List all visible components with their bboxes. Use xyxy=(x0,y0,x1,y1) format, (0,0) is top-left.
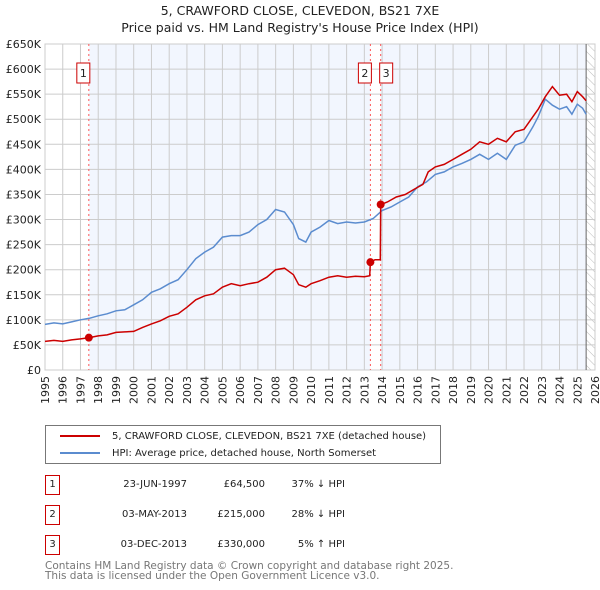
sale-price: £330,000 xyxy=(217,539,265,550)
y-tick-label: £450K xyxy=(6,138,42,151)
x-tick-label: 2002 xyxy=(163,376,176,404)
x-tick-label: 2020 xyxy=(483,376,496,404)
x-tick-label: 2001 xyxy=(145,376,158,404)
sale-date: 03-MAY-2013 xyxy=(121,509,187,520)
y-tick-label: £300K xyxy=(6,214,42,227)
x-tick-label: 2006 xyxy=(234,376,247,404)
legend-item-hpi: HPI: Average price, detached house, Nort… xyxy=(60,445,376,462)
sale-marker-label: 3 xyxy=(383,67,390,80)
x-tick-label: 2016 xyxy=(412,376,425,404)
y-tick-label: £200K xyxy=(6,264,42,277)
x-tick-label: 2008 xyxy=(270,376,283,404)
sale-marker-label: 2 xyxy=(361,67,368,80)
footer-copyright: Contains HM Land Registry data © Crown c… xyxy=(45,560,454,572)
x-tick-label: 2025 xyxy=(571,376,584,404)
shaded-region xyxy=(380,44,587,370)
legend-swatch-red xyxy=(60,435,100,437)
y-tick-label: £400K xyxy=(6,163,42,176)
sale-marker-box xyxy=(379,62,394,84)
sale-row-1: 1 23-JUN-1997 £64,500 37% ↓ HPI xyxy=(45,475,465,495)
sale-hpi-diff: 5% ↑ HPI xyxy=(297,539,345,550)
legend-label: HPI: Average price, detached house, Nort… xyxy=(112,448,377,459)
footer-licence: This data is licensed under the Open Gov… xyxy=(45,570,380,582)
forecast-hatch xyxy=(586,44,595,370)
x-tick-label: 2007 xyxy=(252,376,265,404)
x-tick-label: 2017 xyxy=(429,376,442,404)
sale-marker-box xyxy=(76,62,91,84)
x-tick-label: 1997 xyxy=(74,376,87,404)
x-tick-label: 2022 xyxy=(518,376,531,404)
x-tick-label: 2019 xyxy=(465,376,478,404)
x-tick-label: 2018 xyxy=(447,376,460,404)
legend-label: 5, CRAWFORD CLOSE, CLEVEDON, BS21 7XE (d… xyxy=(112,431,427,442)
sale-date: 23-JUN-1997 xyxy=(123,479,187,490)
x-tick-label: 2026 xyxy=(589,376,600,404)
chart-title: 5, CRAWFORD CLOSE, CLEVEDON, BS21 7XE xyxy=(160,3,440,18)
sale-marker-box xyxy=(357,62,372,84)
legend: 5, CRAWFORD CLOSE, CLEVEDON, BS21 7XE (d… xyxy=(45,425,441,464)
legend-swatch-blue xyxy=(60,452,100,454)
x-tick-label: 1995 xyxy=(39,376,52,404)
sale-date: 03-DEC-2013 xyxy=(120,539,187,550)
sale-row-2: 2 03-MAY-2013 £215,000 28% ↓ HPI xyxy=(45,505,465,525)
plot-border xyxy=(44,43,596,371)
x-tick-label: 2003 xyxy=(181,376,194,404)
shaded-region xyxy=(88,44,371,370)
x-tick-label: 2014 xyxy=(376,376,389,404)
footer: Contains HM Land Registry data © Crown c… xyxy=(45,560,454,582)
y-tick-label: £600K xyxy=(6,63,42,76)
y-tick-label: £500K xyxy=(6,113,42,126)
x-tick-label: 2021 xyxy=(500,376,513,404)
sale-price: £215,000 xyxy=(217,509,265,520)
sale-row-3: 3 03-DEC-2013 £330,000 5% ↑ HPI xyxy=(45,535,465,555)
y-tick-label: £100K xyxy=(6,314,42,327)
y-tick-label: £550K xyxy=(6,88,42,101)
x-tick-label: 2011 xyxy=(323,376,336,404)
x-tick-label: 1999 xyxy=(110,376,123,404)
y-tick-label: £250K xyxy=(6,239,42,252)
y-tick-label: £150K xyxy=(6,289,42,302)
sale-point xyxy=(366,258,375,267)
sale-marker-label: 1 xyxy=(80,67,87,80)
x-tick-label: 2009 xyxy=(287,376,300,404)
x-tick-label: 2023 xyxy=(536,376,549,404)
x-tick-label: 2005 xyxy=(216,376,229,404)
x-tick-label: 2012 xyxy=(341,376,354,404)
x-tick-label: 2024 xyxy=(554,376,567,404)
sale-marker-label: 2 xyxy=(45,505,60,525)
property-price-line xyxy=(44,85,587,343)
sale-hpi-diff: 37% ↓ HPI xyxy=(291,479,345,490)
x-tick-label: 2015 xyxy=(394,376,407,404)
chart-subtitle: Price paid vs. HM Land Registry's House … xyxy=(121,20,479,35)
hpi-line xyxy=(44,97,587,326)
y-tick-label: £50K xyxy=(13,339,42,352)
plot-area: 1995 1996 1997 1998 1999 2000 2001 2002 2003 2004… xyxy=(6,38,600,404)
sale-price: £64,500 xyxy=(223,479,265,490)
sale-marker-label: 1 xyxy=(45,475,60,495)
y-tick-label: £0 xyxy=(27,364,41,377)
sale-point xyxy=(84,333,93,342)
x-tick-label: 1996 xyxy=(57,376,70,404)
x-tick-label: 2013 xyxy=(358,376,371,404)
x-tick-label: 2010 xyxy=(305,376,318,404)
sale-marker-label: 3 xyxy=(45,535,60,555)
x-tick-label: 2004 xyxy=(199,376,212,404)
legend-item-property: 5, CRAWFORD CLOSE, CLEVEDON, BS21 7XE (d… xyxy=(60,428,426,445)
y-tick-label: £650K xyxy=(6,38,42,51)
sale-hpi-diff: 28% ↓ HPI xyxy=(291,509,345,520)
sale-point xyxy=(376,200,385,209)
x-tick-label: 2000 xyxy=(128,376,141,404)
x-tick-label: 1998 xyxy=(92,376,105,404)
y-tick-label: £350K xyxy=(6,188,42,201)
